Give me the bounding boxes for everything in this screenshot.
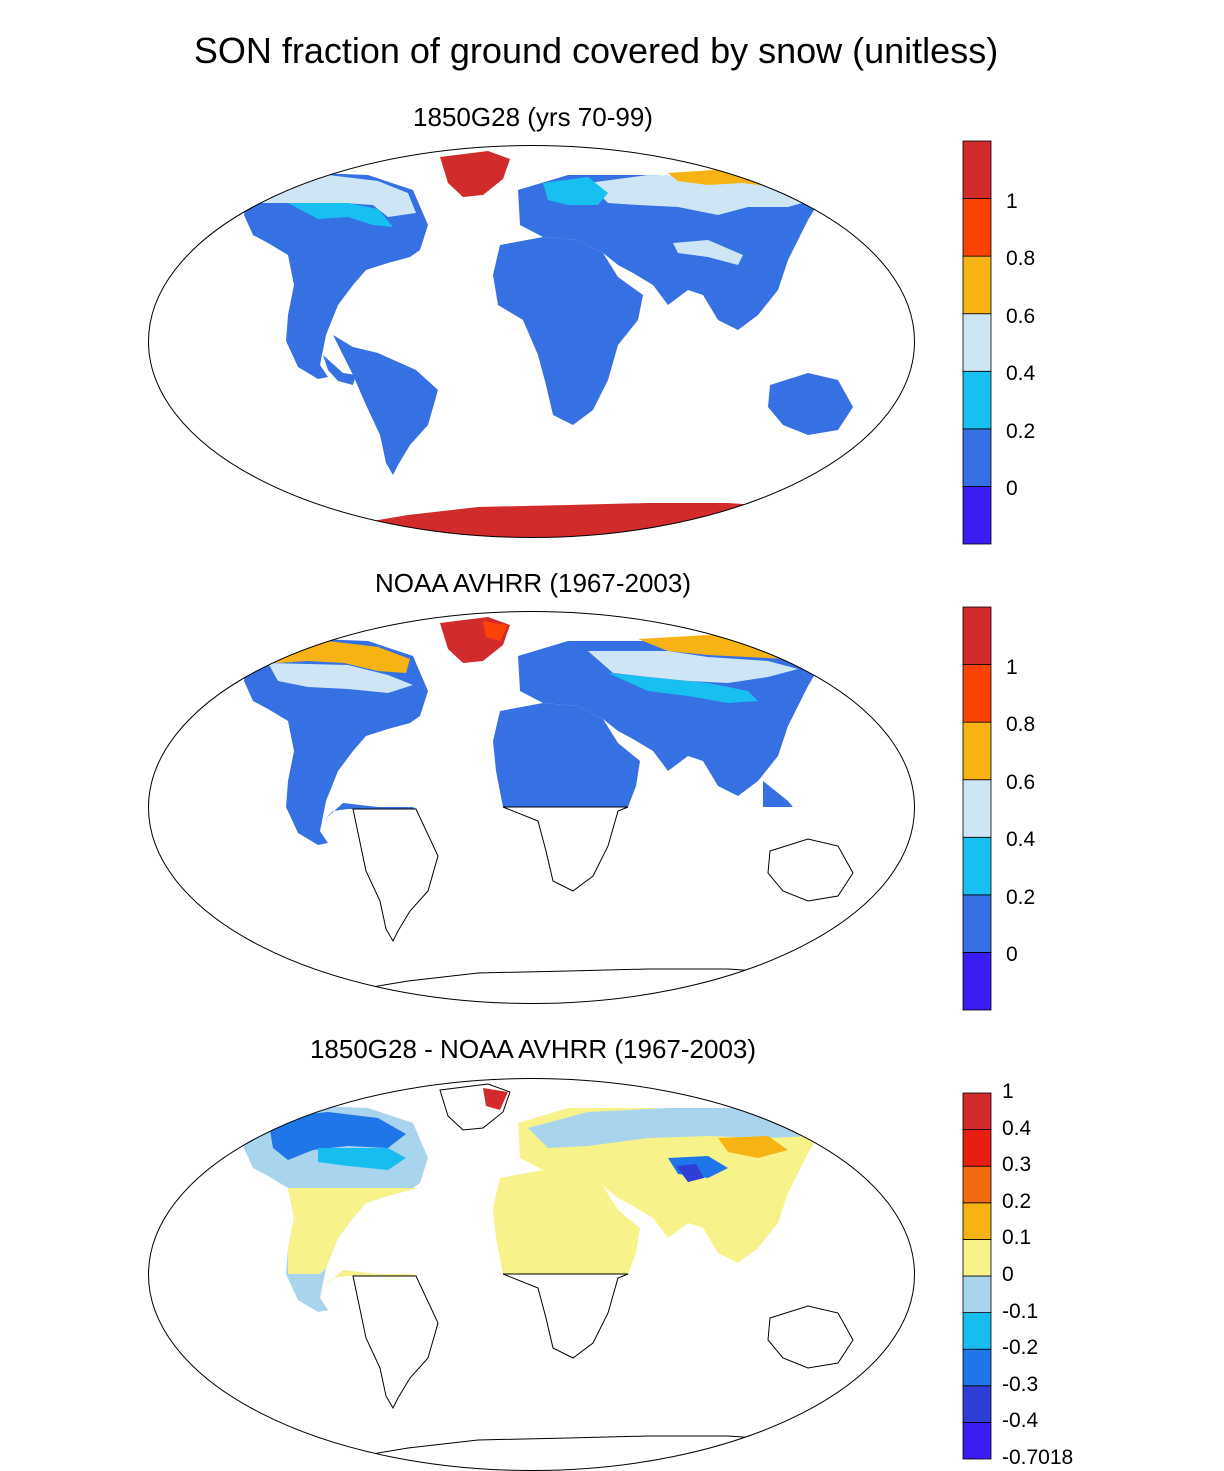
tibet-purple	[676, 1164, 704, 1182]
map-border	[148, 145, 915, 538]
colorbar-swatch	[962, 140, 992, 199]
colorbar-tick-label: 0.8	[1006, 247, 1036, 271]
model-snow-cover-map	[148, 145, 915, 538]
colorbar-swatch	[962, 370, 992, 430]
africa-north	[493, 703, 640, 807]
colorbar-tick-label: -0.7018	[1002, 1446, 1074, 1469]
australia	[768, 373, 853, 435]
panel-title: 1850G28 (yrs 70-99)	[413, 102, 653, 132]
colorbar-swatch	[962, 1202, 992, 1240]
asia-south-edge	[763, 781, 793, 807]
africa	[493, 237, 643, 425]
australia-outline	[767, 838, 854, 902]
colorbar-observed: 0 0.2 0.4 0.6 0.8 1	[962, 606, 1082, 1011]
panel-title: NOAA AVHRR (1967-2003)	[375, 568, 691, 598]
colorbar-swatch	[962, 486, 992, 545]
colorbar-swatch	[962, 952, 992, 1011]
eurasia	[518, 175, 820, 330]
africa-south-outline	[502, 1273, 629, 1359]
colorbar-swatch	[962, 313, 992, 372]
africa-south-outline	[502, 806, 629, 892]
colorbar-difference: -0.7018 -0.4 -0.3 -0.2 -0.1 0 0.1 0.2 0.3 0.4 1	[962, 1080, 1092, 1469]
central-america	[323, 1270, 416, 1288]
south-america-outline	[352, 1275, 439, 1410]
canada-cyan	[318, 1148, 406, 1170]
colorbar-tick-label: -0.3	[1002, 1372, 1039, 1396]
siberia-light	[588, 175, 813, 215]
australia-outline	[767, 1305, 854, 1369]
colorbar-tick-label: 0.1	[1002, 1226, 1032, 1250]
colorbar-tick-label: 0.8	[1006, 713, 1036, 737]
south-america	[333, 335, 438, 475]
colorbar-swatch	[962, 428, 992, 487]
colorbar-tick-label: 0.4	[1006, 828, 1036, 852]
map-border	[148, 611, 915, 1004]
africa-north	[493, 1170, 640, 1274]
eurasia-north-light	[528, 1108, 813, 1148]
colorbar-tick-label: -0.4	[1002, 1409, 1039, 1433]
colorbar-swatch	[962, 255, 992, 315]
colorbar-swatch	[962, 664, 992, 723]
colorbar-tick-label: 1	[1002, 1080, 1014, 1103]
colorbar-tick-label: 0.3	[1002, 1153, 1032, 1177]
colorbar-tick-label: -0.2	[1002, 1336, 1039, 1360]
colorbar-tick-label: 0.6	[1006, 304, 1036, 328]
colorbar-tick-label: 0	[1006, 943, 1018, 967]
colorbar-swatch	[962, 779, 992, 838]
colorbar-swatch	[962, 1348, 992, 1387]
central-america	[323, 355, 356, 385]
siberia-cyan	[608, 673, 758, 703]
colorbar-swatch	[962, 1385, 992, 1423]
usa-yellow	[288, 1188, 418, 1274]
colorbar-tick-label: 1	[1006, 655, 1018, 679]
observed-snow-cover-map	[148, 611, 915, 1004]
colorbar-tick-label: 0.2	[1006, 419, 1036, 443]
siberia-orange	[718, 1136, 788, 1158]
colorbar-swatch	[962, 1092, 992, 1130]
greenland-red	[483, 1088, 508, 1110]
colorbar-swatches	[962, 140, 992, 545]
colorbar-tick-label: 0	[1006, 477, 1018, 501]
greenland	[440, 151, 510, 197]
colorbar-tick-label: 1	[1006, 189, 1018, 213]
europe-cyan	[543, 177, 608, 205]
colorbar-tick-label: 0	[1002, 1263, 1014, 1286]
colorbar-model: 0 0.2 0.4 0.6 0.8 1	[962, 140, 1082, 545]
canada-blue	[268, 1112, 406, 1160]
colorbar-tick-label: 0.4	[1006, 362, 1036, 386]
south-america-outline	[352, 808, 439, 943]
colorbar-swatch	[962, 1312, 992, 1350]
colorbar-tick-label: 0.2	[1002, 1189, 1032, 1213]
colorbar-swatches	[962, 606, 992, 1011]
colorbar-tick-label: -0.1	[1002, 1299, 1039, 1323]
figure-title: SON fraction of ground covered by snow (…	[193, 30, 999, 71]
canada-light	[268, 663, 413, 693]
colorbar-swatch	[962, 606, 992, 665]
colorbar-swatch	[962, 1421, 992, 1460]
siberia-light	[588, 651, 798, 683]
central-america	[323, 803, 416, 821]
colorbar-tick-label: 0.4	[1002, 1116, 1032, 1140]
colorbar-swatch	[962, 894, 992, 953]
colorbar-swatch	[962, 1165, 992, 1204]
colorbar-swatch	[962, 721, 992, 781]
difference-snow-cover-map	[148, 1078, 915, 1471]
canada-cyan	[288, 203, 393, 227]
panel-title: 1850G28 - NOAA AVHRR (1967-2003)	[309, 1034, 757, 1064]
colorbar-swatch	[962, 836, 992, 896]
tibet-light	[673, 240, 743, 265]
colorbar-swatches	[962, 1092, 992, 1460]
colorbar-swatch	[962, 1129, 992, 1167]
colorbar-swatch	[962, 1238, 992, 1277]
greenland-orange	[483, 621, 508, 641]
colorbar-swatch	[962, 198, 992, 257]
colorbar-swatch	[962, 1275, 992, 1313]
colorbar-tick-label: 0.6	[1006, 770, 1036, 794]
colorbar-tick-label: 0.2	[1006, 885, 1036, 909]
